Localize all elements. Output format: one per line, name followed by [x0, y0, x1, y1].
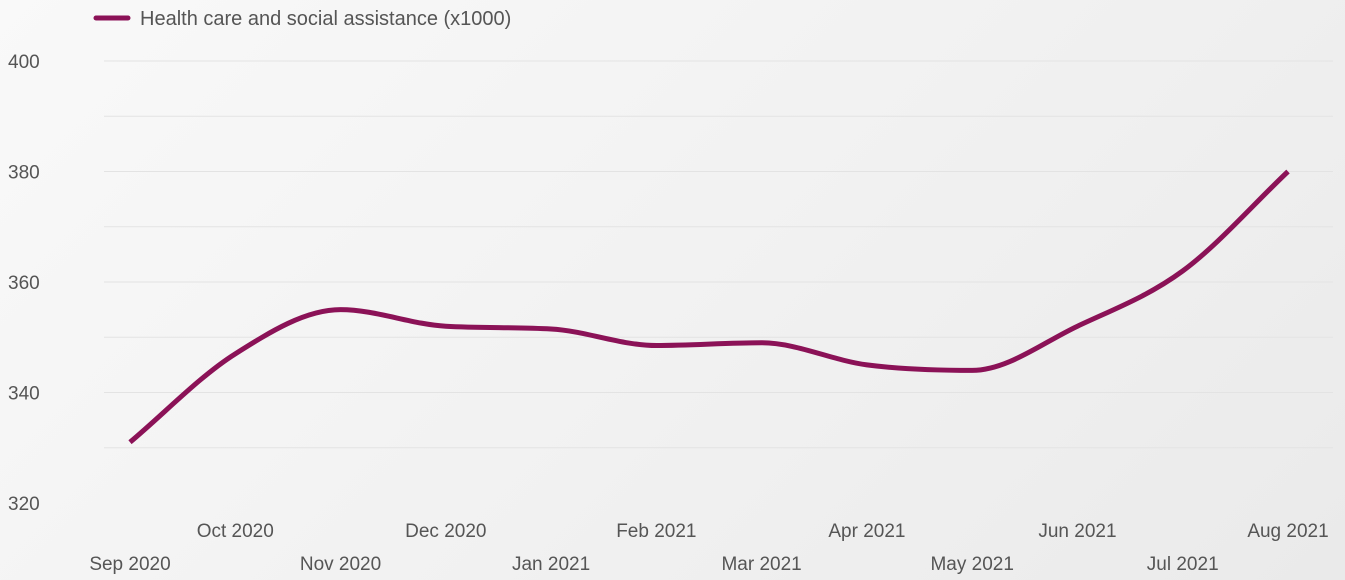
x-tick-label: Apr 2021	[828, 521, 905, 542]
x-tick-label: Sep 2020	[89, 554, 170, 575]
y-tick-label: 360	[8, 273, 40, 294]
x-tick-label: Oct 2020	[197, 521, 274, 542]
x-tick-label: Jul 2021	[1147, 554, 1219, 575]
x-tick-label: May 2021	[930, 554, 1013, 575]
y-tick-label: 380	[8, 163, 40, 184]
x-tick-label: Dec 2020	[405, 521, 486, 542]
y-axis-tick-labels: 320 340 360 380 400	[8, 52, 40, 515]
x-tick-label: Jan 2021	[512, 554, 590, 575]
x-tick-label: Nov 2020	[300, 554, 381, 575]
x-axis-tick-labels: Sep 2020 Oct 2020 Nov 2020 Dec 2020 Jan 2021…	[89, 521, 1328, 575]
y-tick-label: 340	[8, 384, 40, 405]
x-tick-label: Feb 2021	[616, 521, 696, 542]
legend: Health care and social assistance (x1000…	[93, 8, 511, 30]
y-tick-label: 320	[8, 494, 40, 515]
series-line	[128, 169, 1290, 445]
x-tick-label: Mar 2021	[721, 554, 801, 575]
y-tick-label: 400	[8, 52, 40, 73]
gridlines	[104, 60, 1333, 449]
legend-label: Health care and social assistance (x1000…	[140, 8, 511, 30]
x-tick-label: Jun 2021	[1038, 521, 1116, 542]
series-lines	[128, 169, 1290, 445]
x-tick-label: Aug 2021	[1247, 521, 1328, 542]
